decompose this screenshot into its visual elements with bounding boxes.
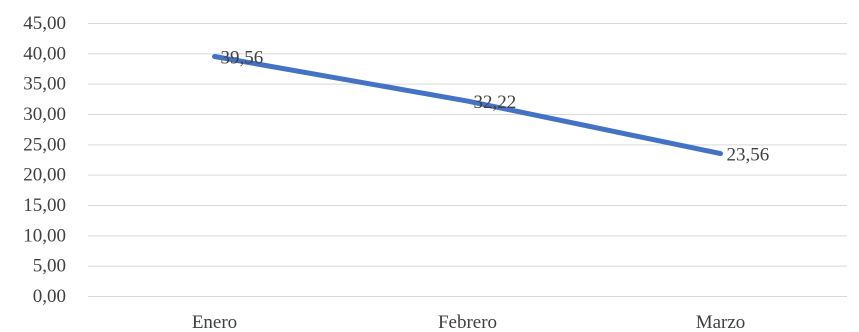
y-tick-label: 20,00 — [23, 165, 66, 186]
series-line-0 — [212, 54, 723, 157]
y-tick-label: 10,00 — [23, 225, 66, 246]
x-tick-label-febrero: Febrero — [438, 312, 497, 332]
data-labels: 39,56 32,22 23,56 — [221, 48, 770, 166]
data-label-enero: 39,56 — [221, 48, 264, 69]
gridlines — [88, 23, 847, 297]
x-tick-label-enero: Enero — [192, 312, 237, 332]
y-tick-label: 45,00 — [23, 13, 66, 34]
x-tick-label-marzo: Marzo — [696, 312, 746, 332]
y-axis-tick-labels: 0,00 5,00 10,00 15,00 20,00 25,00 30,00 35,00 40… — [23, 13, 66, 307]
series-layer — [212, 54, 723, 157]
y-tick-label: 30,00 — [23, 104, 66, 125]
y-tick-label: 25,00 — [23, 134, 66, 155]
data-label-marzo: 23,56 — [727, 145, 770, 166]
y-tick-label: 5,00 — [33, 256, 66, 277]
y-tick-label: 0,00 — [33, 286, 66, 307]
y-tick-label: 40,00 — [23, 43, 66, 64]
x-axis-tick-labels: Enero Febrero Marzo — [192, 312, 745, 332]
y-tick-label: 35,00 — [23, 74, 66, 95]
y-tick-label: 15,00 — [23, 195, 66, 216]
data-label-febrero: 32,22 — [474, 92, 517, 113]
